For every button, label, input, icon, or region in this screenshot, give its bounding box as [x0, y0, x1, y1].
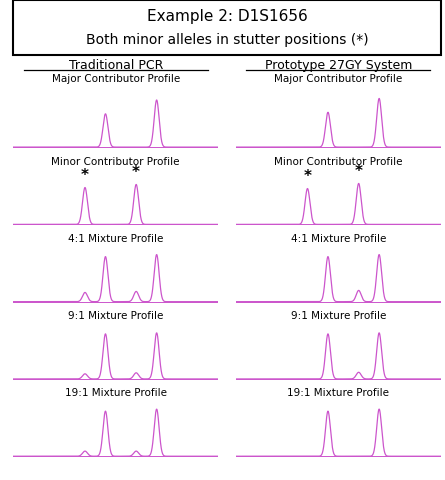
Text: Major Contributor Profile: Major Contributor Profile	[52, 74, 180, 84]
Text: 4:1 Mixture Profile: 4:1 Mixture Profile	[291, 234, 386, 244]
Text: 4:1 Mixture Profile: 4:1 Mixture Profile	[68, 234, 163, 244]
Text: 19:1 Mixture Profile: 19:1 Mixture Profile	[65, 388, 167, 398]
Text: 19:1 Mixture Profile: 19:1 Mixture Profile	[287, 388, 389, 398]
Text: Minor Contributor Profile: Minor Contributor Profile	[274, 156, 402, 167]
Text: Minor Contributor Profile: Minor Contributor Profile	[52, 156, 180, 167]
Text: Major Contributor Profile: Major Contributor Profile	[274, 74, 402, 84]
Text: *: *	[303, 169, 311, 184]
Text: 9:1 Mixture Profile: 9:1 Mixture Profile	[68, 311, 163, 321]
Text: 9:1 Mixture Profile: 9:1 Mixture Profile	[291, 311, 386, 321]
Text: Example 2: D1S1656: Example 2: D1S1656	[146, 9, 307, 24]
Text: *: *	[355, 164, 363, 180]
Text: Both minor alleles in stutter positions (*): Both minor alleles in stutter positions …	[85, 33, 368, 48]
Text: *: *	[81, 168, 89, 183]
Text: *: *	[132, 165, 140, 180]
Text: Prototype 27GY System: Prototype 27GY System	[264, 59, 412, 72]
Text: Traditional PCR: Traditional PCR	[69, 59, 163, 72]
